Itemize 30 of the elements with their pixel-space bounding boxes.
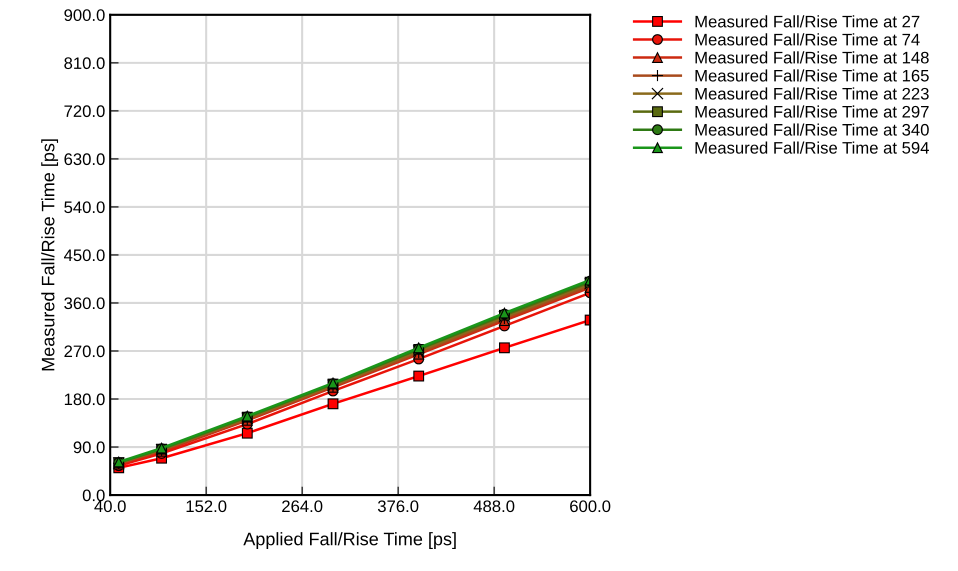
legend-label: Measured Fall/Rise Time at 223	[696, 87, 929, 100]
legend-label: Measured Fall/Rise Time at 27	[696, 15, 920, 28]
x-tick-label: 376.0	[378, 500, 418, 512]
y-tick-label: 0.0	[82, 489, 105, 502]
y-tick-label: 180.0	[64, 393, 105, 406]
point	[328, 398, 338, 410]
x-axis-title: Applied Fall/Rise Time [ps]	[243, 532, 456, 549]
y-tick-label: 270.0	[64, 345, 105, 358]
point	[413, 370, 424, 382]
legend-label: Measured Fall/Rise Time at 148	[696, 51, 929, 64]
legend-label: Measured Fall/Rise Time at 594	[696, 141, 929, 154]
y-tick-label: 540.0	[64, 201, 105, 214]
legend-label: Measured Fall/Rise Time at 297	[696, 105, 929, 118]
y-tick-label: 630.0	[64, 153, 105, 166]
y-tick-label: 90.0	[74, 441, 105, 454]
y-axis-title: Measured Fall/Rise Time [ps]	[41, 139, 58, 370]
x-tick-label: 152.0	[186, 500, 226, 512]
legend-label: Measured Fall/Rise Time at 340	[696, 123, 929, 136]
legend-label: Measured Fall/Rise Time at 165	[696, 69, 929, 82]
y-tick-label: 900.0	[64, 9, 105, 22]
x-tick-label: 488.0	[474, 500, 514, 512]
legend-label: Measured Fall/Rise Time at 74	[696, 33, 920, 46]
point	[499, 342, 510, 354]
y-tick-label: 360.0	[64, 297, 105, 310]
x-tick-label: 264.0	[282, 500, 322, 512]
y-tick-label: 450.0	[64, 249, 105, 262]
y-tick-label: 720.0	[64, 105, 105, 118]
x-tick-label: 600.0	[570, 500, 610, 512]
x-tick-label: 40.0	[94, 500, 126, 512]
y-tick-label: 810.0	[64, 57, 105, 70]
